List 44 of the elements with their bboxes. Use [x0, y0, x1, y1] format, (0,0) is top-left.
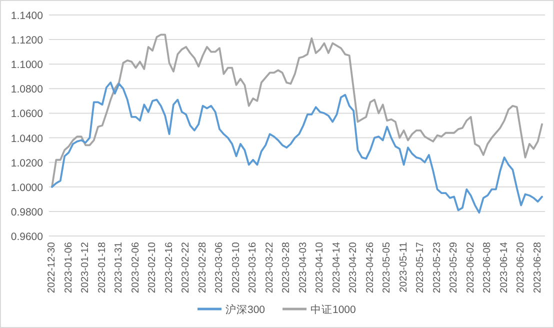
y-tick-label: 0.9600	[10, 231, 44, 243]
x-tick-label: 2023-04-10	[314, 242, 326, 294]
x-tick-label: 2023-01-31	[114, 242, 125, 294]
x-tick-label: 2023-02-22	[180, 242, 192, 294]
x-tick-label: 2023-01-18	[96, 242, 108, 294]
x-tick-label: 2023-03-10	[230, 242, 242, 294]
legend-label: 中证1000	[310, 303, 356, 316]
x-tick-label: 2023-05-29	[448, 242, 460, 294]
x-tick-label: 2023-02-16	[164, 242, 175, 294]
y-tick-label: 1.1000	[10, 59, 44, 72]
x-tick-label: 2023-03-06	[214, 242, 226, 294]
x-tick-label: 2023-06-20	[516, 242, 527, 294]
y-tick-label: 1.1200	[10, 34, 44, 47]
x-tick-label: 2023-03-28	[281, 242, 292, 294]
line-series	[51, 34, 543, 188]
x-tick-label: 2023-06-02	[465, 242, 476, 294]
y-tick-label: 1.0200	[10, 157, 44, 170]
line-series	[51, 82, 543, 214]
y-tick-label: 1.0400	[10, 132, 44, 145]
x-tick-label: 2023-06-28	[532, 242, 544, 294]
x-tick-label: 2023-03-22	[264, 242, 276, 294]
x-tick-label: 2023-05-11	[398, 242, 410, 292]
y-tick-label: 1.1400	[10, 10, 44, 22]
y-tick-label: 0.9800	[10, 206, 44, 218]
x-tick-label: 2023-01-06	[63, 242, 74, 294]
x-tick-label: 2023-05-05	[382, 242, 393, 294]
x-tick-label: 2023-06-08	[482, 242, 494, 294]
x-tick-label: 2023-01-12	[80, 242, 92, 294]
x-tick-label: 2023-06-14	[498, 242, 510, 294]
legend-label: 沪深300	[226, 303, 266, 316]
x-tick-label: 2023-04-03	[298, 242, 309, 294]
y-tick-label: 1.0600	[10, 108, 44, 120]
x-tick-label: 2023-04-26	[364, 242, 376, 294]
x-tick-label: 2023-03-16	[248, 242, 259, 294]
x-tick-label: 2023-05-17	[415, 242, 426, 294]
x-tick-label: 2023-04-14	[331, 242, 342, 294]
y-tick-label: 1.0000	[10, 182, 44, 194]
x-tick-label: 2023-04-20	[348, 242, 360, 294]
x-tick-label: 2023-02-10	[147, 242, 158, 294]
x-tick-label: 2023-05-23	[432, 242, 443, 294]
y-tick-label: 1.0800	[10, 84, 44, 96]
x-tick-label: 2023-02-28	[197, 242, 208, 294]
x-tick-label: 2022-12-30	[46, 242, 58, 294]
x-tick-label: 2023-02-06	[130, 242, 142, 294]
